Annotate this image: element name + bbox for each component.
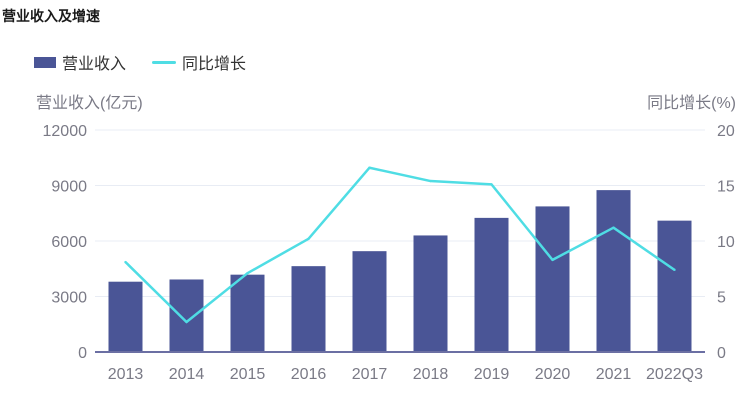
line-point xyxy=(429,179,432,183)
line-point xyxy=(612,226,615,229)
line-point xyxy=(673,268,676,272)
line-point xyxy=(490,183,493,186)
x-tick-label: 2021 xyxy=(596,366,632,383)
bar-revenue xyxy=(169,279,204,352)
x-tick-label: 2022Q3 xyxy=(646,366,703,383)
bar-revenue xyxy=(535,206,570,352)
y-tick-right: 5 xyxy=(717,290,726,307)
y-axis-left-title: 营业收入(亿元) xyxy=(36,94,143,112)
bar-revenue xyxy=(352,251,387,352)
line-point xyxy=(307,237,310,240)
bar-revenue xyxy=(291,266,326,352)
x-tick-label: 2016 xyxy=(291,366,327,383)
y-axis-right-title: 同比增长(%) xyxy=(647,94,736,112)
line-growth xyxy=(124,166,676,324)
y-tick-left: 12000 xyxy=(43,123,88,140)
chart-title: 营业收入及增速 xyxy=(2,8,100,24)
y-tick-right: 0 xyxy=(717,345,726,362)
y-tick-left: 6000 xyxy=(51,234,87,251)
line-point xyxy=(124,260,127,264)
legend-item-revenue: 营业收入 xyxy=(34,50,126,74)
line-point xyxy=(185,320,188,324)
x-tick-label: 2020 xyxy=(535,366,571,383)
x-tick-label: 2017 xyxy=(352,366,388,383)
line-point xyxy=(551,258,554,262)
bar-revenue xyxy=(657,220,692,352)
line-point xyxy=(246,271,249,275)
legend-label-revenue: 营业收入 xyxy=(62,56,127,73)
y-tick-right: 15 xyxy=(717,179,735,196)
bar-revenue xyxy=(108,281,143,352)
y-tick-left: 3000 xyxy=(51,290,87,307)
x-tick-label: 2013 xyxy=(108,366,144,383)
legend-item-growth: 同比增长 xyxy=(152,50,246,74)
legend: 营业收入 同比增长 xyxy=(34,50,272,74)
x-tick-label: 2019 xyxy=(474,366,510,383)
legend-swatch-bar xyxy=(34,56,56,68)
y-tick-right: 20 xyxy=(717,123,735,140)
y-tick-left: 0 xyxy=(78,345,87,362)
bar-revenue xyxy=(596,190,631,352)
y-tick-left: 9000 xyxy=(51,179,87,196)
line-point xyxy=(368,166,371,169)
x-tick-label: 2015 xyxy=(230,366,266,383)
y-tick-right: 10 xyxy=(717,234,735,251)
bar-revenue xyxy=(230,274,265,352)
legend-label-growth: 同比增长 xyxy=(182,56,247,73)
legend-swatch-line xyxy=(152,60,177,64)
bar-revenue xyxy=(413,235,448,352)
x-tick-label: 2018 xyxy=(413,366,449,383)
bar-revenue xyxy=(474,217,509,352)
x-tick-label: 2014 xyxy=(169,366,205,383)
